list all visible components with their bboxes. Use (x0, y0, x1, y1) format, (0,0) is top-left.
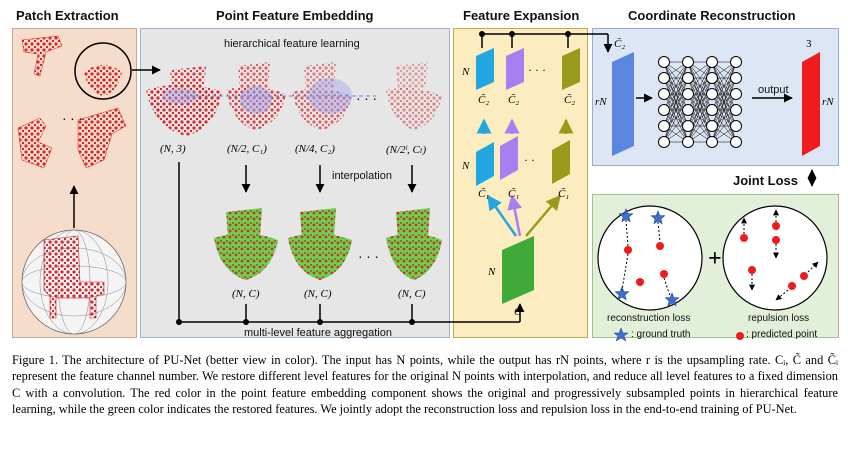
mlp-node (730, 72, 742, 84)
chair-patch-left (17, 117, 53, 169)
architecture-diagram: · · · · · · (17, 31, 828, 342)
label-restored1: (N, C) (232, 288, 260, 300)
expanded-feature-c2-purple (506, 48, 524, 90)
expanded-feature-c2-cyan (476, 48, 494, 90)
mlp-node (658, 56, 670, 68)
ground-truth-star-icon (664, 292, 680, 307)
label-level1: (N/2, C₁) (227, 143, 267, 155)
reconstruction-loss-label: reconstruction loss (607, 313, 691, 324)
label-restored3: (N, C) (398, 288, 426, 300)
reconstruction-loss-diagram (597, 205, 703, 311)
exp-n-bottom: N (488, 266, 496, 278)
predicted-point-icon (736, 332, 744, 340)
embedding-bottom-dots: · · · (358, 251, 379, 266)
svg-text:· · ·: · · · (528, 63, 546, 77)
recon-c2: C̃₂ (614, 38, 626, 50)
mlp-node (682, 104, 694, 116)
expanded-feature-c1-purple (500, 136, 518, 180)
mlp-nodes (658, 56, 742, 148)
loss-plus: + (708, 246, 722, 272)
input-chair-sphere (21, 229, 127, 335)
mlp-node (730, 56, 742, 68)
reconstruction-input-layer (612, 52, 634, 156)
title-point-feature-embedding: Point Feature Embedding (216, 8, 374, 23)
embedding-top-dots: · · · (356, 93, 377, 108)
recon-rn-left: rN (595, 96, 607, 108)
expanded-feature-c1-olive (552, 140, 570, 184)
aggregated-feature-c (502, 236, 534, 304)
exp-n-mid: N (462, 160, 470, 172)
exp-c2-c: C̃₂ (564, 94, 576, 106)
mlp-node (658, 120, 670, 132)
expanded-feature-c1-cyan (476, 142, 494, 186)
title-coordinate-reconstruction: Coordinate Reconstruction (628, 8, 796, 23)
mlp-node (730, 104, 742, 116)
embedding-level-0 (146, 66, 222, 136)
reconstruction-output-layer (802, 52, 820, 156)
expanded-feature-c2-olive (562, 48, 580, 90)
recon-three: 3 (806, 38, 812, 50)
mlp-node (706, 88, 718, 100)
exp-c1-c: C̃₁ (558, 188, 570, 200)
exp-c1-a: C̃₁ (478, 188, 490, 200)
label-levell: (N/2ˡ, Cₗ) (386, 144, 427, 156)
title-patch-extraction: Patch Extraction (16, 8, 119, 23)
exp-c2-a: C̃₂ (478, 94, 490, 106)
ground-truth-star-icon (613, 327, 629, 342)
mlp-node (682, 72, 694, 84)
restored-features-3 (386, 208, 442, 280)
mlp-node (730, 88, 742, 100)
recon-output-label: output (758, 84, 789, 96)
repulsion-loss-diagram (722, 205, 828, 311)
patch-dots: · · · (62, 113, 83, 128)
chair-patch-right (77, 107, 127, 169)
mlp-node (658, 88, 670, 100)
restored-features-2 (288, 208, 352, 280)
mlp-node (706, 120, 718, 132)
interpolation-label: interpolation (332, 170, 392, 182)
ground-truth-star-icon (618, 208, 634, 223)
mlp-node (706, 72, 718, 84)
label-level0: (N, 3) (160, 143, 186, 155)
label-level2: (N/4, C₂) (295, 143, 335, 155)
mlp-node (682, 88, 694, 100)
exp-c2-b: C̃₂ (508, 94, 520, 106)
title-feature-expansion: Feature Expansion (463, 8, 580, 23)
recon-rn-right: rN (822, 96, 834, 108)
mlp-node (658, 72, 670, 84)
ground-truth-label: : ground truth (631, 329, 691, 340)
ground-truth-star-icon (650, 210, 666, 225)
mlp-node (682, 136, 694, 148)
embedding-level-l (386, 62, 442, 130)
figure-caption: Figure 1. The architecture of PU-Net (be… (12, 353, 838, 417)
aggregation-label: multi-level feature aggregation (244, 327, 392, 339)
mlp-node (730, 136, 742, 148)
repulsion-loss-label: repulsion loss (748, 313, 810, 324)
hierarchical-label: hierarchical feature learning (224, 38, 360, 50)
mlp-node (706, 104, 718, 116)
mlp-node (706, 56, 718, 68)
mlp-node (706, 136, 718, 148)
mlp-node (658, 136, 670, 148)
mlp-network (663, 61, 737, 143)
ground-truth-star-icon (614, 286, 630, 301)
exp-c: C̃ (514, 306, 522, 318)
mlp-node (682, 56, 694, 68)
exp-n-top: N (462, 66, 470, 78)
mlp-node (682, 120, 694, 132)
svg-text:· ·: · · (524, 153, 535, 167)
embedding-level-2 (292, 62, 352, 130)
mlp-node (658, 104, 670, 116)
exp-c1-b: C̃₁ (508, 188, 520, 200)
embedding-level-1 (226, 62, 286, 130)
predicted-point-label: : predicted point (746, 329, 818, 340)
label-restored2: (N, C) (304, 288, 332, 300)
chair-patch-top (21, 35, 63, 77)
mlp-node (730, 120, 742, 132)
title-joint-loss: Joint Loss (733, 173, 799, 188)
restored-features-1 (214, 208, 278, 280)
